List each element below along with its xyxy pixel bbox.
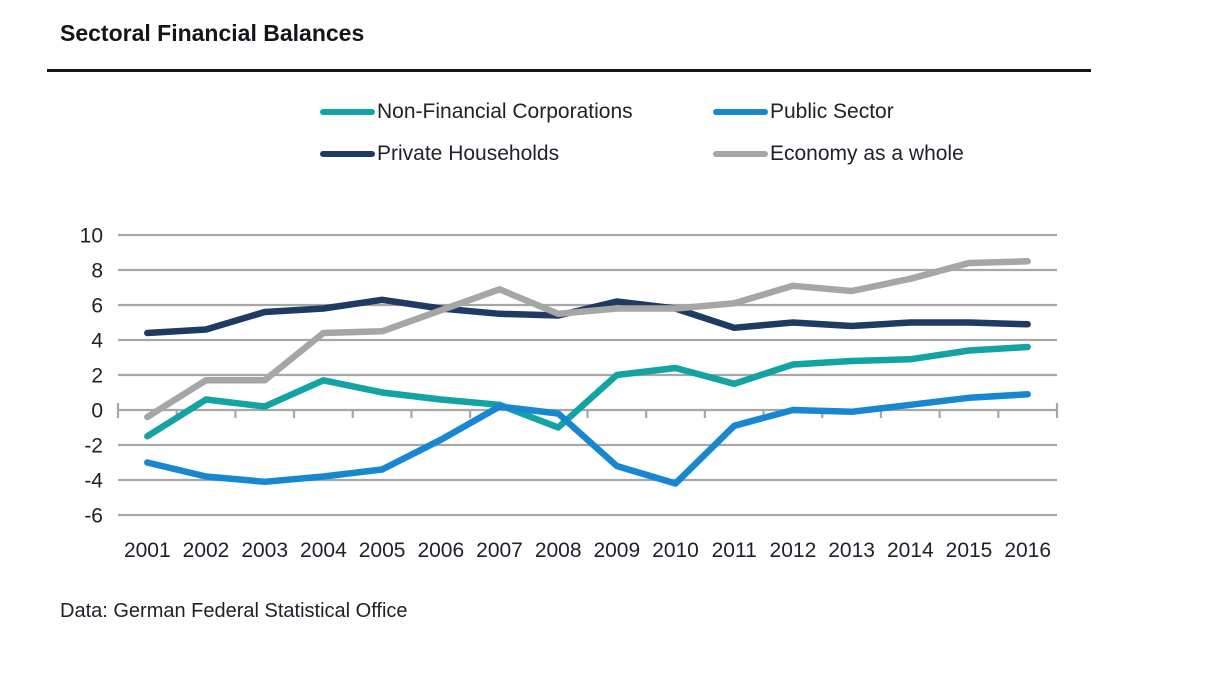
legend-item-public-sector: Public Sector	[713, 98, 964, 126]
x-axis-tick-label: 2003	[241, 539, 288, 562]
legend-item-economy-as-a-whole: Economy as a whole	[713, 140, 964, 168]
series-line-economy-as-a-whole	[144, 258, 1031, 421]
y-axis-tick-label: -4	[84, 470, 103, 493]
series-line-non-financial-corporations	[144, 343, 1031, 440]
chart-legend: Non-Financial Corporations Public Sector…	[320, 98, 964, 168]
x-axis-tick-label: 2009	[593, 539, 640, 562]
x-axis-tick-label: 2006	[417, 539, 464, 562]
legend-label: Public Sector	[770, 100, 894, 123]
x-axis-tick-label: 2013	[828, 539, 875, 562]
y-axis-tick-label: 8	[91, 260, 103, 283]
y-axis-tick-label: 2	[91, 365, 103, 388]
legend-swatch-navy-line-icon	[320, 150, 375, 158]
legend-label: Private Households	[377, 142, 560, 165]
title-rule	[47, 69, 1091, 72]
x-axis-tick-label: 2005	[359, 539, 406, 562]
x-axis-tick-label: 2012	[770, 539, 817, 562]
legend-item-private-households: Private Households	[320, 140, 713, 168]
x-axis-tick-label: 2016	[1004, 539, 1051, 562]
y-axis-tick-label: 4	[91, 330, 103, 353]
y-axis-tick-label: 10	[80, 225, 103, 248]
data-source-note: Data: German Federal Statistical Office	[60, 600, 408, 622]
x-axis-tick-label: 2015	[946, 539, 993, 562]
x-axis-tick-label: 2008	[535, 539, 582, 562]
legend-swatch-blue-line-icon	[713, 108, 768, 116]
series-line-public-sector	[144, 391, 1031, 487]
x-axis-tick-label: 2010	[652, 539, 699, 562]
legend-label: Economy as a whole	[770, 142, 964, 165]
x-axis-tick-label: 2001	[124, 539, 171, 562]
x-axis-tick-label: 2007	[476, 539, 523, 562]
y-axis-tick-label: 0	[91, 400, 103, 423]
legend-swatch-gray-line-icon	[713, 150, 768, 158]
chart-title: Sectoral Financial Balances	[60, 20, 365, 46]
x-axis-tick-label: 2011	[712, 539, 757, 562]
legend-swatch-teal-line-icon	[320, 108, 375, 116]
y-axis-tick-label: -2	[84, 435, 103, 458]
x-axis-tick-label: 2014	[887, 539, 934, 562]
legend-item-non-financial-corporations: Non-Financial Corporations	[320, 98, 713, 126]
x-axis-tick-label: 2002	[183, 539, 230, 562]
y-axis-tick-label: -6	[84, 505, 103, 528]
y-axis-tick-label: 6	[91, 295, 103, 318]
legend-label: Non-Financial Corporations	[377, 100, 633, 123]
x-axis-tick-label: 2004	[300, 539, 347, 562]
